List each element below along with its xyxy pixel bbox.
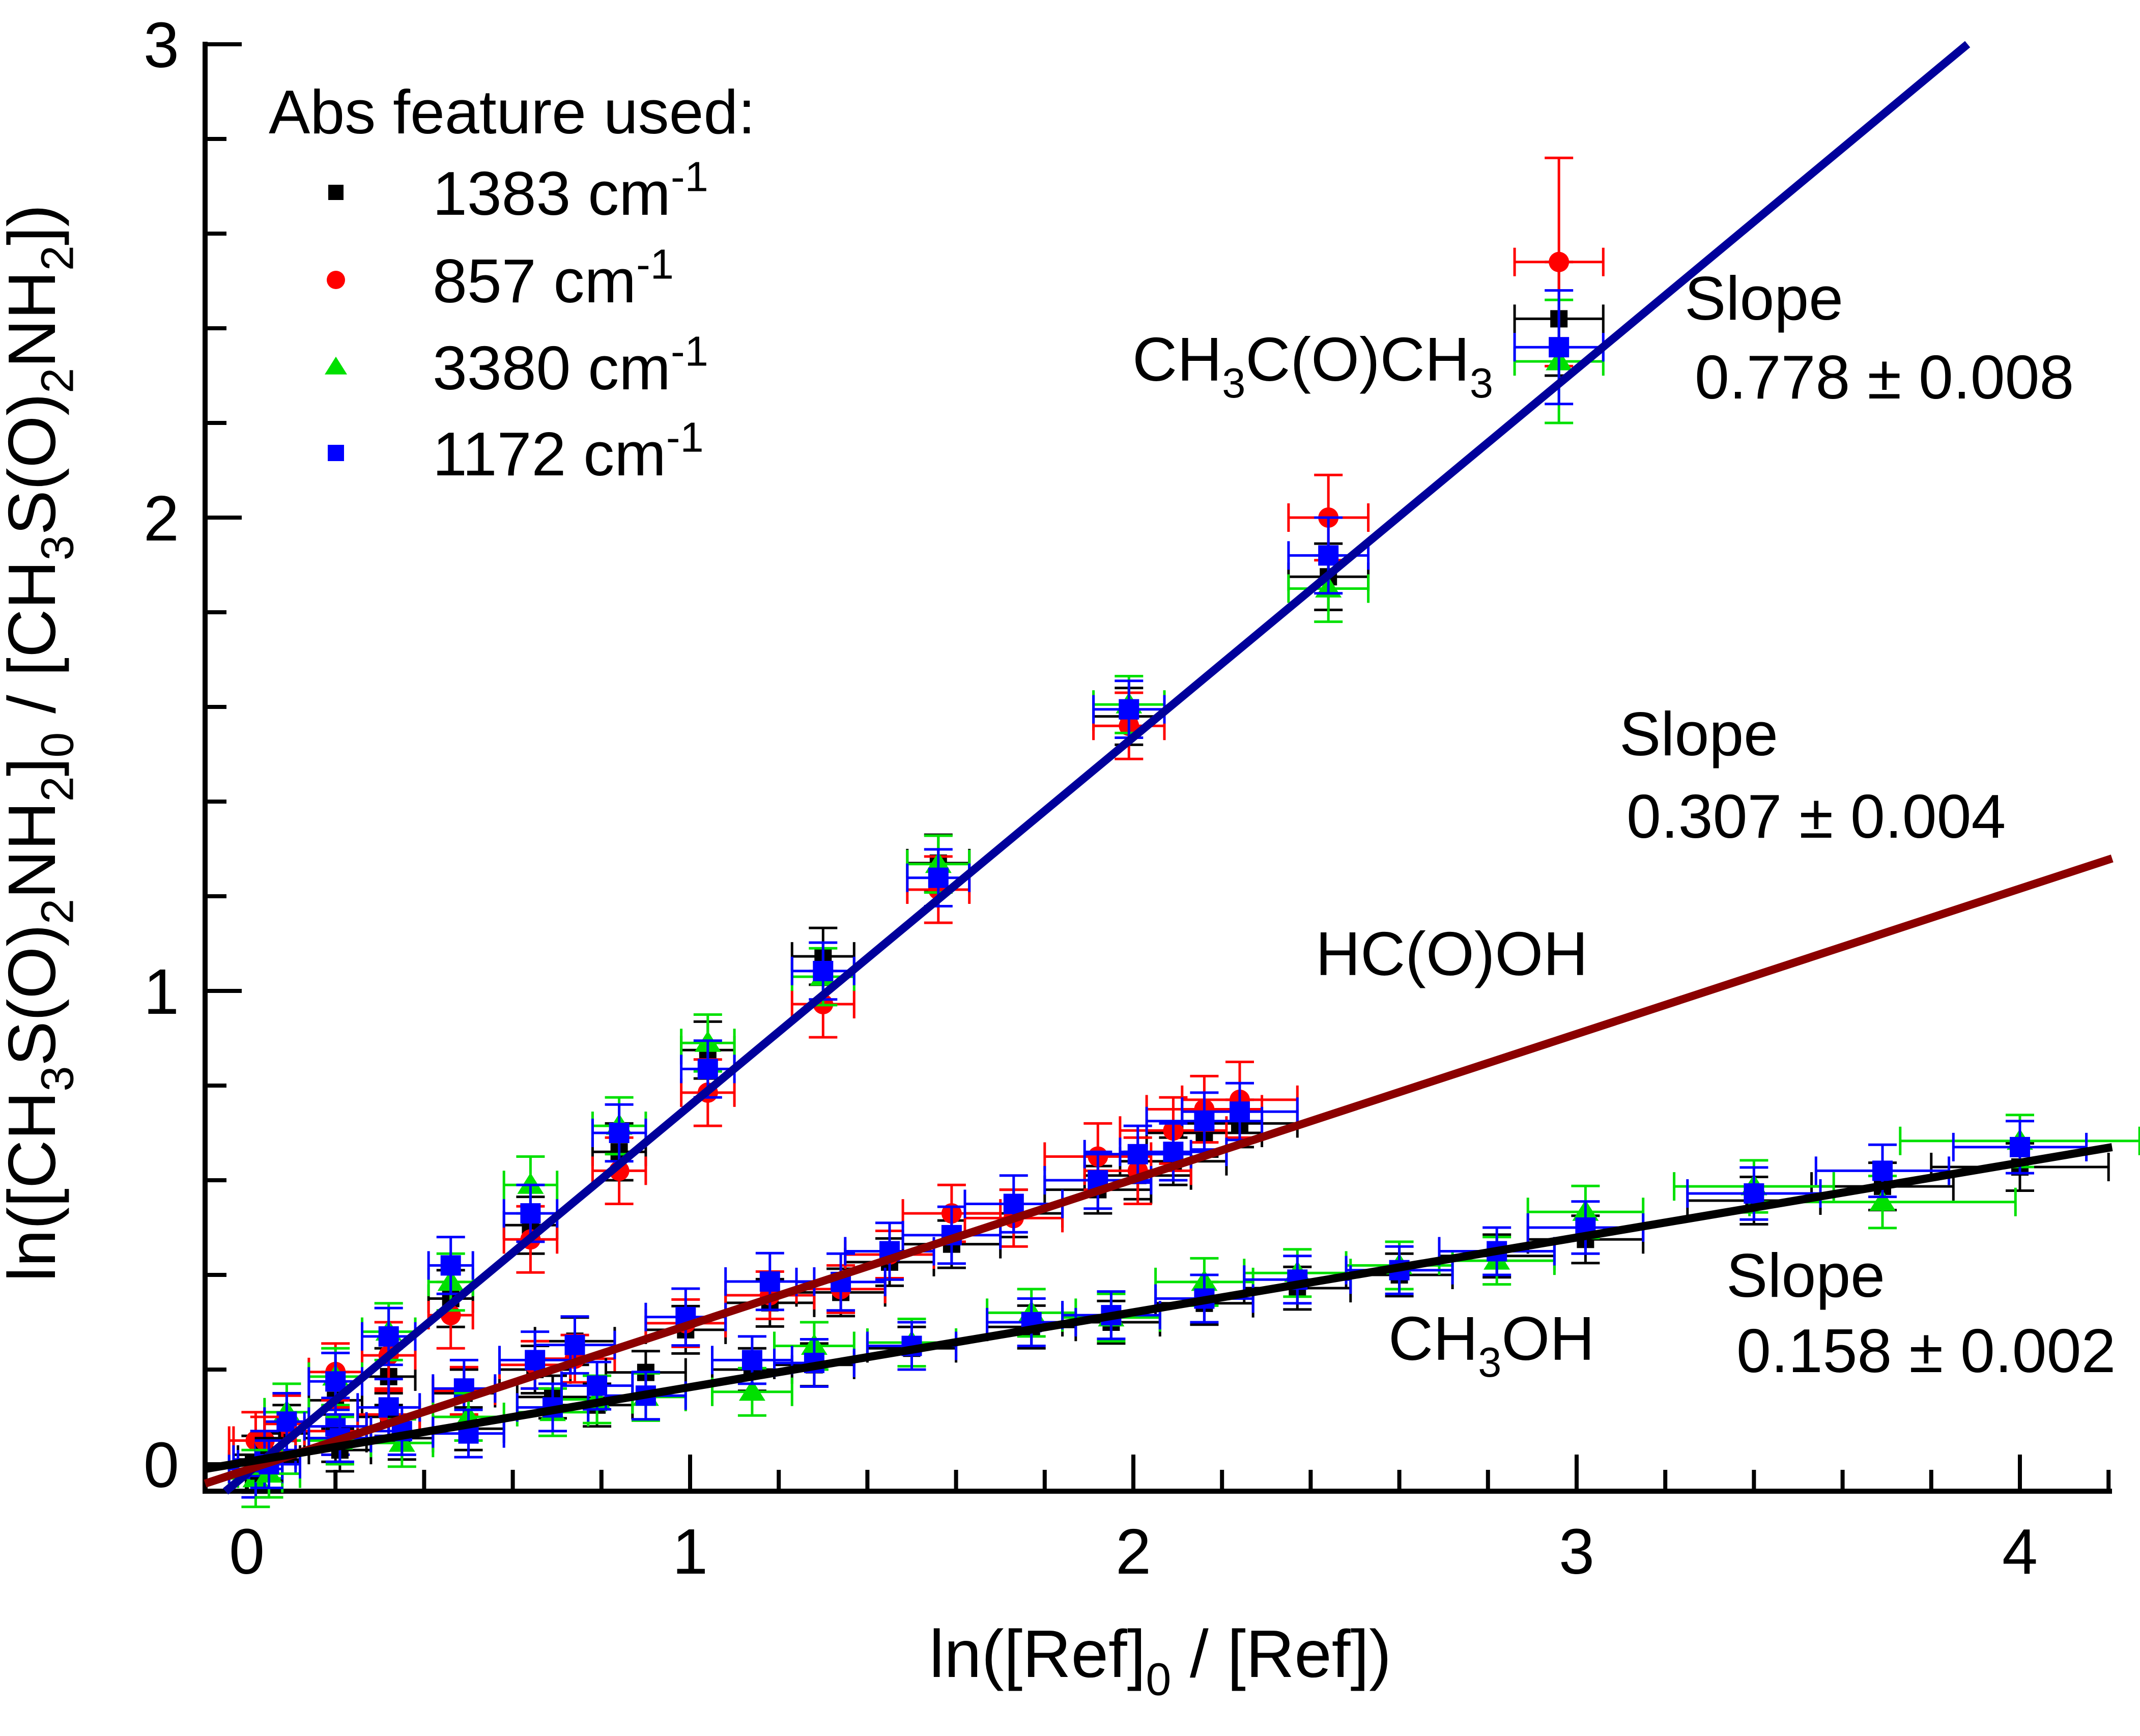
formic-1172-marker xyxy=(525,1350,546,1371)
legend-square-icon xyxy=(328,445,344,461)
acetone-1172-marker xyxy=(276,1411,297,1432)
acetone-1172-marker xyxy=(1119,699,1139,720)
x-axis-title: ln([Ref]0 / [Ref]) xyxy=(929,1616,1391,1705)
formic-1172-marker xyxy=(759,1271,780,1292)
legend-circle-icon xyxy=(327,271,345,289)
legend-label-1: 857 cm-1 xyxy=(433,241,674,316)
legend: Abs feature used:1383 cm-1 857 cm-1 3380 c… xyxy=(269,77,755,489)
acetone-1172-marker xyxy=(325,1371,346,1392)
legend-title: Abs feature used: xyxy=(269,77,755,147)
acetone-857-marker xyxy=(1549,251,1570,272)
label-formic: HC(O)OH xyxy=(1316,919,1588,988)
formic-1172-marker xyxy=(1163,1142,1184,1162)
slope-acetone-word: Slope xyxy=(1685,264,1843,333)
acetone-1172-marker xyxy=(928,867,949,888)
annotations: CH3C(O)CH3 Slope 0.778 ± 0.008 Slope 0.307 ±… xyxy=(1132,264,2116,1386)
fit-line-methanol xyxy=(204,1143,2113,1473)
formic-1172-marker xyxy=(564,1334,585,1355)
formic-1172-marker xyxy=(1003,1193,1024,1214)
label-acetone: CH3C(O)CH3 xyxy=(1132,325,1493,407)
slope-acetone-value: 0.778 ± 0.008 xyxy=(1695,343,2074,412)
y-tick-label-3: 3 xyxy=(144,9,179,81)
x-tick-label-2: 2 xyxy=(1116,1516,1151,1587)
fit-line-formic xyxy=(204,855,2114,1488)
acetone-1172-marker xyxy=(1549,337,1570,358)
series-formic-1172 xyxy=(232,1082,1299,1489)
methanol-1172-marker xyxy=(1872,1160,1893,1181)
acetone-1172-marker xyxy=(813,960,834,981)
x-tick-label-1: 1 xyxy=(672,1516,708,1587)
x-tick-label-0: 0 xyxy=(229,1516,265,1587)
formic-1172-marker xyxy=(1194,1111,1215,1131)
methanol-1172-marker xyxy=(587,1375,608,1396)
acetone-1172-marker xyxy=(1318,545,1339,566)
x-tick-label-4: 4 xyxy=(2002,1516,2038,1587)
methanol-1172-marker xyxy=(1744,1183,1764,1204)
slope-methanol-word: Slope xyxy=(1726,1241,1885,1310)
methanol-1172-marker xyxy=(2010,1136,2030,1157)
methanol-1172-marker xyxy=(741,1350,762,1371)
acetone-1172-marker xyxy=(440,1255,461,1276)
acetone-1172-marker xyxy=(520,1203,541,1224)
methanol-3380-marker xyxy=(738,1379,765,1401)
legend-label-2: 3380 cm-1 xyxy=(433,328,708,403)
acetone-3380-marker xyxy=(517,1173,544,1194)
y-axis-title: ln([CH3S(O)2NH2]0 / [CH3S(O)2NH2]) xyxy=(0,205,83,1282)
axes xyxy=(203,42,2112,1494)
formic-1172-marker xyxy=(1127,1144,1148,1164)
slope-formic-value: 0.307 ± 0.004 xyxy=(1627,782,2006,851)
methanol-3380-marker xyxy=(1869,1189,1896,1211)
y-tick-label-0: 0 xyxy=(144,1429,179,1501)
legend-label-0: 1383 cm-1 xyxy=(433,153,708,228)
legend-square-icon xyxy=(328,185,344,200)
legend-triangle-icon xyxy=(325,356,347,375)
tick-labels: 0 1 2 3 4 0 1 2 3 xyxy=(144,9,2038,1587)
slope-methanol-value: 0.158 ± 0.002 xyxy=(1736,1316,2116,1385)
legend-label-3: 1172 cm-1 xyxy=(433,414,704,489)
y-tick-label-1: 1 xyxy=(144,956,179,1028)
axis-ticks xyxy=(205,42,2111,1491)
slope-formic-word: Slope xyxy=(1619,699,1778,769)
fit-line-acetone xyxy=(223,41,1971,1495)
y-tick-label-2: 2 xyxy=(144,482,179,554)
x-tick-label-3: 3 xyxy=(1559,1516,1594,1587)
label-methanol: CH3OH xyxy=(1388,1304,1594,1386)
formic-1172-marker xyxy=(1230,1101,1250,1122)
acetone-1172-marker xyxy=(378,1326,399,1347)
acetone-1172-marker xyxy=(609,1123,630,1143)
acetone-1172-marker xyxy=(697,1059,718,1079)
